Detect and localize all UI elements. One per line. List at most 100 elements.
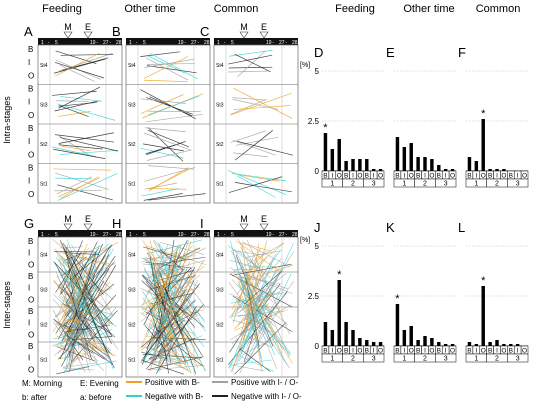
connection-line [56, 176, 93, 195]
layer-letter: O [28, 150, 34, 159]
bar-panels: [%]02.55*B I O B I O B I O1 2 3B I O B I O B I O1 2 3*B I O B I O… [300, 62, 529, 363]
evening-marker: E [261, 22, 267, 32]
category-label: O [481, 348, 486, 355]
bar [437, 165, 441, 171]
connection-line [53, 168, 112, 171]
time-axis-bar [126, 230, 210, 237]
connection-line [153, 270, 177, 297]
layer-letter: I [28, 354, 30, 363]
group-label: 1 [402, 356, 406, 363]
panel-letter-k: K [386, 220, 395, 235]
connection-line [59, 308, 84, 360]
group-box [363, 178, 385, 188]
group-box [435, 353, 457, 363]
connection-line [232, 97, 267, 101]
connection-line [61, 252, 113, 265]
connection-line [146, 149, 192, 161]
connection-line [69, 356, 79, 369]
connection-line [63, 265, 83, 309]
connection-line [240, 246, 290, 357]
panel-letter-h: H [112, 216, 121, 231]
bar [337, 139, 341, 171]
connection-line [142, 290, 171, 331]
significance-star: * [481, 275, 486, 287]
connection-line [55, 172, 109, 190]
connection-line [59, 137, 118, 152]
connection-line [58, 281, 111, 349]
group-label: 2 [351, 356, 355, 363]
connection-line [60, 247, 90, 290]
axis-tick-label: 27 [279, 40, 285, 46]
connection-line [55, 134, 114, 143]
connection-line [62, 261, 90, 373]
bar [344, 322, 348, 346]
connection-line [157, 275, 200, 310]
connection-line [232, 250, 263, 256]
category-label: I [445, 348, 447, 355]
stage-label: St3 [216, 102, 224, 108]
layer-letter: I [28, 98, 30, 107]
axis-tick-label: - [136, 40, 138, 46]
connection-line [68, 328, 113, 350]
layer-letter: O [28, 260, 34, 269]
stage-label: St2 [128, 323, 136, 329]
connection-line [143, 132, 191, 151]
axis-tick-label: 27 [279, 232, 285, 238]
connection-line [236, 243, 294, 365]
connection-line [148, 345, 192, 374]
connection-line [158, 304, 176, 365]
group-box [363, 353, 385, 363]
connection-line [146, 248, 206, 372]
connection-line [61, 324, 99, 349]
connection-line [157, 306, 192, 310]
axis-tick-label: 27 [191, 232, 197, 238]
connection-line [234, 130, 273, 161]
category-label: B [344, 173, 348, 180]
connection-line [58, 86, 101, 109]
axis-tick-label: - [48, 40, 50, 46]
bar [344, 161, 348, 171]
y-unit-label: [%] [300, 62, 310, 69]
evening-marker: E [85, 214, 91, 224]
panel-letter-f: F [458, 45, 466, 60]
connection-line [70, 292, 92, 360]
connection-line [60, 176, 99, 199]
category-label: B [395, 348, 399, 355]
stage-label: St4 [216, 253, 224, 259]
group-label: 1 [330, 181, 334, 188]
connection-line [144, 257, 207, 332]
category-label: O [337, 348, 342, 355]
connection-line [234, 53, 271, 73]
bar-panel-j: [%]02.55*B I O B I O B I O1 2 3 [300, 237, 385, 363]
morning-arrow [239, 31, 249, 39]
category-label: B [437, 173, 441, 180]
column-header-2: Common [214, 3, 259, 15]
connection-line [228, 66, 273, 69]
connection-line [238, 280, 294, 362]
axis-tick-label: - [286, 232, 288, 238]
axis-tick-label: 19 [266, 40, 272, 46]
axis-tick-label: - [273, 40, 275, 46]
connection-line [61, 310, 114, 357]
column-header-1: Other time [124, 3, 175, 15]
axis-tick-label: 28 [204, 232, 210, 238]
category-label: B [509, 348, 513, 355]
axis-tick-label: - [185, 232, 187, 238]
connection-line [56, 366, 90, 375]
stage-label: St1 [216, 181, 224, 187]
axis-tick-label: - [48, 232, 50, 238]
connection-line [53, 148, 106, 159]
layer-letter: B [28, 237, 33, 246]
legend-note: E: Evening [80, 379, 119, 388]
connection-line [231, 173, 286, 182]
category-label: O [501, 348, 506, 355]
time-axis-bar [126, 38, 210, 45]
connection-line [149, 52, 198, 80]
category-label: B [467, 348, 471, 355]
connection-line [232, 152, 269, 158]
axis-tick-label: 1 [217, 232, 220, 238]
legend-label: Positive with B- [145, 378, 200, 387]
connection-line [246, 239, 290, 335]
